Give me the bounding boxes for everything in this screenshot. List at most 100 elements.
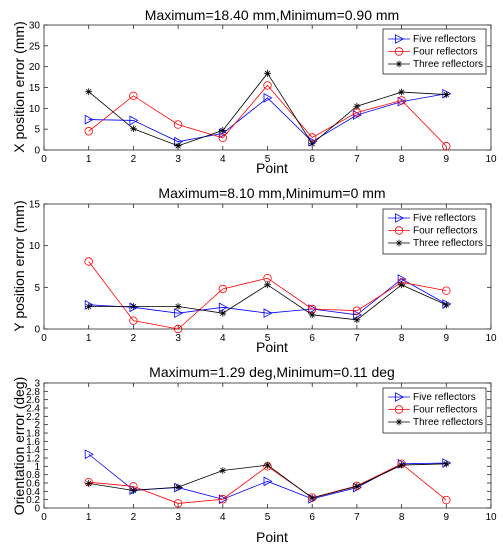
data-point [442,142,451,151]
x-tick-label: 3 [175,512,181,523]
data-point [353,102,361,110]
legend-marker [395,239,403,247]
legend-entry-four: Four reflectors [388,405,477,416]
x-tick-label: 4 [220,512,226,523]
y-tick-label: 5 [34,125,40,136]
y-tick-label: 15 [29,200,41,211]
x-tick-label: 3 [175,333,181,344]
x-tick-label: 6 [309,333,315,344]
y-axis-label: Orientation error (deg) [11,377,27,516]
legend-marker [394,226,404,235]
x-tick-label: 3 [175,154,181,165]
x-tick-label: 10 [485,154,497,165]
legend-label: Three reflectors [413,238,483,249]
x-ticks: 0 1 2 3 4 5 6 7 8 9 10 [41,383,497,523]
x-tick-label: 9 [444,512,450,523]
y-tick-label: 0.2 [26,495,40,506]
x-tick-label: 2 [131,333,137,344]
x-tick-label: 5 [265,333,271,344]
y-ticks: 0 5 10 15 20 25 30 [29,21,491,157]
y-tick-label: 2.2 [26,412,40,423]
legend-label: Five reflectors [413,34,476,45]
series-line [88,278,447,316]
chart-title: Maximum=18.40 mm,Minimum=0.90 mm [145,7,399,23]
y-tick-label: 0.6 [26,479,40,490]
y-tick-label: 2.4 [26,404,40,415]
panel-orientation-error: Maximum=1.29 deg,Minimum=0.11 deg Orient… [11,364,497,545]
data-point [218,284,227,294]
data-point [219,467,227,474]
legend-marker [394,47,404,56]
data-point [84,257,93,266]
series-layer [84,449,452,508]
y-tick-label: 0.8 [26,470,40,481]
data-point [218,302,228,313]
x-tick-label: 7 [354,512,360,523]
legend-entry-three: Three reflectors [388,238,483,249]
data-point [218,495,227,504]
x-tick-label: 8 [399,512,405,523]
x-tick-label: 8 [399,154,405,165]
data-point [442,460,450,468]
legend-marker-shape [395,60,403,68]
data-point [84,127,93,136]
data-point [219,127,227,134]
data-point [219,309,227,317]
x-tick-label: 2 [131,512,137,523]
legend-entry-five: Five reflectors [388,213,476,224]
y-tick-label: 0 [34,146,40,157]
x-tick-label: 5 [265,512,271,523]
x-tick-label: 2 [131,154,137,165]
panel-x-position-error: Maximum=18.40 mm,Minimum=0.90 mm X posit… [11,7,497,176]
y-tick-label: 0 [34,504,40,515]
x-tick-label: 7 [354,333,360,344]
y-tick-label: 1 [34,462,40,473]
legend-entry-three: Three reflectors [388,59,483,70]
legend: Five reflectors Four reflectors Three re… [382,387,487,434]
data-point [173,499,183,508]
data-point [442,495,451,505]
data-point [129,316,138,325]
legend-marker [394,405,404,414]
series-five-reflectors [84,88,452,147]
data-point [442,301,450,309]
legend-marker-shape [395,34,405,44]
y-tick-label: 10 [29,241,41,252]
data-point [263,93,273,103]
data-point [264,69,271,77]
y-tick-label: 2 [34,420,40,431]
x-tick-label: 1 [86,512,92,523]
data-point [398,461,405,469]
data-point [174,303,182,310]
data-point [308,494,316,502]
legend-label: Five reflectors [413,392,476,403]
legend-label: Three reflectors [413,417,483,428]
data-point [84,449,94,460]
legend-marker-shape [395,239,403,247]
legend-marker [395,60,403,68]
legend-marker [395,34,405,44]
x-axis-label: Point [256,339,288,355]
y-ticks: 0 5 10 15 [29,200,491,336]
legend-marker-shape [394,47,404,56]
data-point [129,91,138,101]
data-point [173,324,183,334]
legend-entry-four: Four reflectors [388,226,477,237]
data-point [130,303,137,310]
data-point [174,142,182,150]
y-tick-label: 15 [29,83,41,94]
x-tick-label: 7 [354,154,360,165]
legend-entry-three: Three reflectors [388,417,483,428]
data-point [84,114,94,125]
y-tick-label: 1.6 [26,437,40,448]
x-tick-label: 1 [86,333,92,344]
data-point [264,281,271,289]
data-point [398,281,405,289]
data-point [130,125,137,133]
legend: Five reflectors Four reflectors Three re… [382,208,487,255]
legend-marker [395,418,403,426]
data-point [85,480,93,487]
data-point [442,91,450,98]
series-line [88,93,447,143]
